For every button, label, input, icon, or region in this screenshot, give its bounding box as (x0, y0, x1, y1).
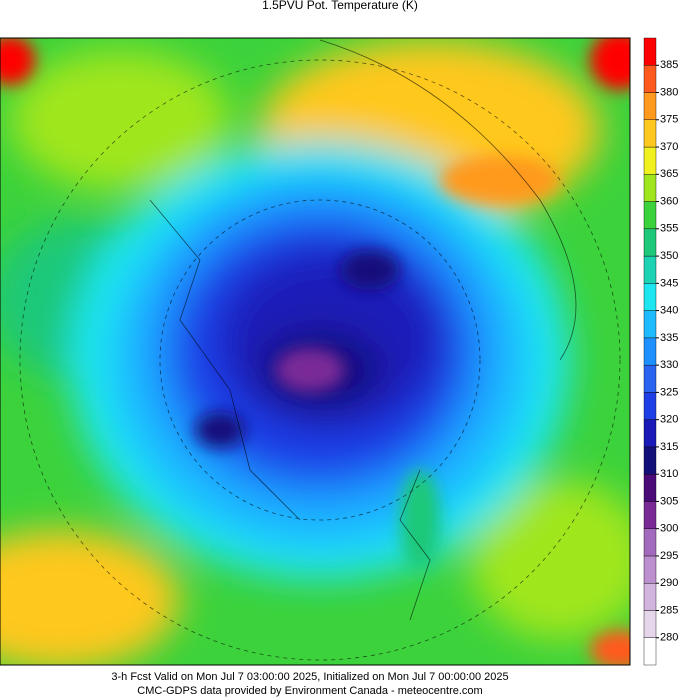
colorbar-box (643, 501, 657, 529)
colorbar-label: 300 (660, 523, 678, 535)
colorbar: 280 285 290 295 300 305 310 315 320 325 330 335 340 3… (643, 37, 678, 666)
colorbar-label: 290 (660, 577, 678, 589)
colorbar-label: 310 (660, 468, 678, 480)
colorbar-label: 335 (660, 332, 678, 344)
colorbar-label: 355 (660, 223, 678, 235)
colorbar-label: 280 (660, 632, 678, 644)
colorbar-label: 365 (660, 168, 678, 180)
colorbar-box (643, 337, 657, 366)
colorbar-box (643, 446, 657, 475)
colorbar-label: 340 (660, 305, 678, 317)
colorbar-label: 315 (660, 441, 678, 453)
colorbar-box (643, 201, 657, 230)
colorbar-box (643, 473, 657, 502)
colorbar-box (643, 637, 657, 666)
colorbar-label: 380 (660, 86, 678, 98)
colorbar-box (643, 583, 657, 611)
colorbar-label: 330 (660, 359, 678, 371)
colorbar-label: 350 (660, 250, 678, 262)
map-title: 1.5PVU Pot. Temperature (K) (262, 0, 418, 12)
colorbar-label: 375 (660, 114, 678, 126)
colorbar-label: 345 (660, 277, 678, 289)
colorbar-box (643, 310, 657, 339)
colorbar-box (643, 37, 657, 66)
colorbar-box (643, 255, 657, 284)
colorbar-box (643, 174, 657, 202)
colorbar-label: 360 (660, 195, 678, 207)
colorbar-label: 285 (660, 604, 678, 616)
colorbar-box (643, 228, 657, 257)
map-field (0, 38, 630, 665)
map-frame (0, 37, 631, 666)
colorbar-box (643, 65, 657, 93)
colorbar-box (643, 528, 657, 557)
colorbar-box (643, 392, 657, 420)
footer-line: CMC-GDPS data provided by Environment Ca… (137, 685, 482, 697)
colorbar-box (643, 92, 657, 120)
colorbar-label: 385 (660, 59, 678, 71)
colorbar-box (643, 419, 657, 448)
colorbar-box (643, 283, 657, 311)
colorbar-label: 370 (660, 141, 678, 153)
colorbar-label: 305 (660, 495, 678, 507)
colorbar-box (643, 610, 657, 638)
colorbar-box (643, 119, 657, 148)
colorbar-box (643, 364, 657, 393)
colorbar-label: 295 (660, 550, 678, 562)
footer-line: 3-h Fcst Valid on Mon Jul 7 03:00:00 202… (111, 671, 508, 683)
colorbar-box (643, 555, 657, 584)
colorbar-label: 325 (660, 386, 678, 398)
colorbar-label: 320 (660, 414, 678, 426)
colorbar-box (643, 146, 657, 175)
